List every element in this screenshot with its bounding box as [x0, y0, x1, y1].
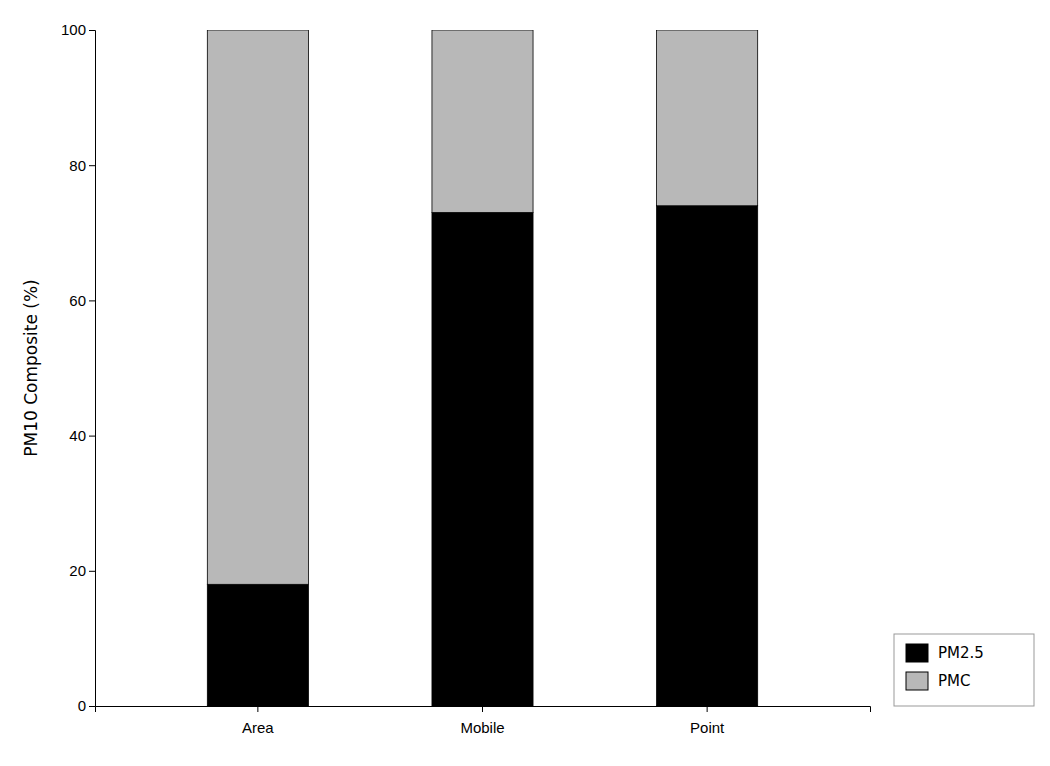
legend-item: PMC [906, 672, 970, 690]
y-tick-label: 0 [78, 697, 86, 714]
x-tick-label: Area [242, 719, 274, 736]
y-tick: 80 [69, 157, 95, 174]
y-axis: 0 20 40 60 80 100 [61, 21, 96, 714]
y-tick: 40 [69, 427, 95, 444]
x-tick: Area [242, 706, 274, 736]
bar [207, 584, 308, 706]
y-tick: 20 [69, 562, 95, 579]
legend: PM2.5 PMC [894, 634, 1034, 706]
bar [432, 213, 533, 706]
bar [207, 30, 308, 584]
y-tick: 0 [78, 697, 95, 714]
legend-label: PMC [938, 672, 970, 690]
bar [657, 30, 758, 206]
y-tick-label: 80 [69, 157, 86, 174]
y-tick-mark [89, 706, 95, 707]
y-tick-mark [89, 300, 95, 301]
x-tick-mark [707, 706, 708, 712]
chart: 0 20 40 60 80 100 Area Mobile Point PM10 Composit… [0, 0, 1050, 766]
y-tick-label: 100 [61, 21, 86, 38]
y-tick-mark [89, 165, 95, 166]
y-tick-mark [89, 571, 95, 572]
y-tick-mark [89, 436, 95, 437]
bar [432, 30, 533, 213]
x-axis-line [96, 707, 871, 713]
x-tick: Mobile [460, 706, 504, 736]
legend-label: PM2.5 [938, 644, 984, 662]
plot: 0 20 40 60 80 100 Area Mobile Point [61, 21, 871, 736]
x-tick-label: Point [690, 719, 725, 736]
y-axis-title: PM10 Composite (%) [21, 279, 41, 457]
x-tick-mark [257, 706, 258, 712]
x-axis: Area Mobile Point [96, 706, 871, 736]
legend-frame [894, 634, 1034, 706]
y-axis-line [89, 31, 96, 707]
bar [657, 206, 758, 706]
y-tick: 60 [69, 292, 95, 309]
bars [207, 30, 757, 706]
series [207, 30, 757, 584]
y-tick-label: 60 [69, 292, 86, 309]
x-tick-label: Mobile [460, 719, 504, 736]
legend-swatch [906, 644, 928, 662]
y-tick-label: 40 [69, 427, 86, 444]
y-tick-label: 20 [69, 562, 86, 579]
x-tick: Point [690, 706, 725, 736]
y-tick-mark [89, 30, 95, 31]
y-tick: 100 [61, 21, 95, 38]
x-tick-mark [482, 706, 483, 712]
legend-swatch [906, 672, 928, 690]
legend-item: PM2.5 [906, 644, 984, 662]
